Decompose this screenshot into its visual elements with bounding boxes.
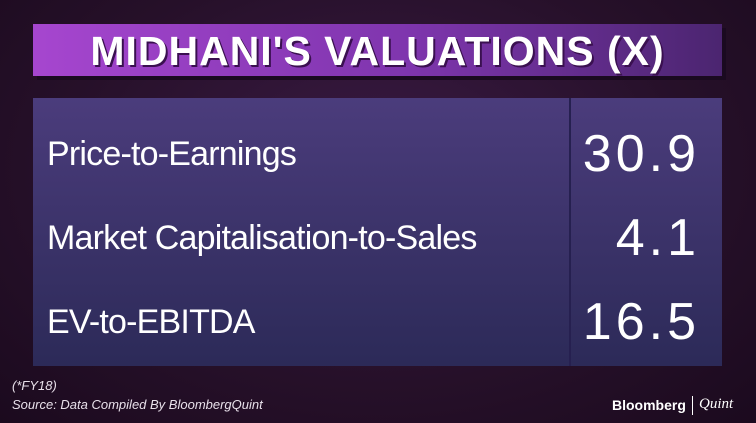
column-divider	[569, 98, 571, 366]
row-label: Market Capitalisation-to-Sales	[47, 219, 477, 257]
row-value: 30.9	[582, 125, 700, 183]
row-value: 4.1	[615, 209, 700, 267]
footnote: (*FY18)	[12, 378, 57, 393]
row-label: Price-to-Earnings	[47, 135, 297, 173]
source: Source: Data Compiled By BloombergQuint	[12, 397, 263, 412]
row-label: EV-to-EBITDA	[47, 303, 255, 341]
row-value: 16.5	[582, 293, 700, 351]
brand: Quint	[699, 396, 734, 412]
brand-separator	[692, 396, 693, 415]
table-panel: Price-to-Earnings 30.9 Market Capitalisati…	[33, 98, 722, 366]
brand: Bloomberg	[612, 397, 686, 413]
title-banner: MIDHANI'S VALUATIONS (X)	[33, 24, 722, 76]
title: MIDHANI'S VALUATIONS (X)	[90, 28, 665, 74]
